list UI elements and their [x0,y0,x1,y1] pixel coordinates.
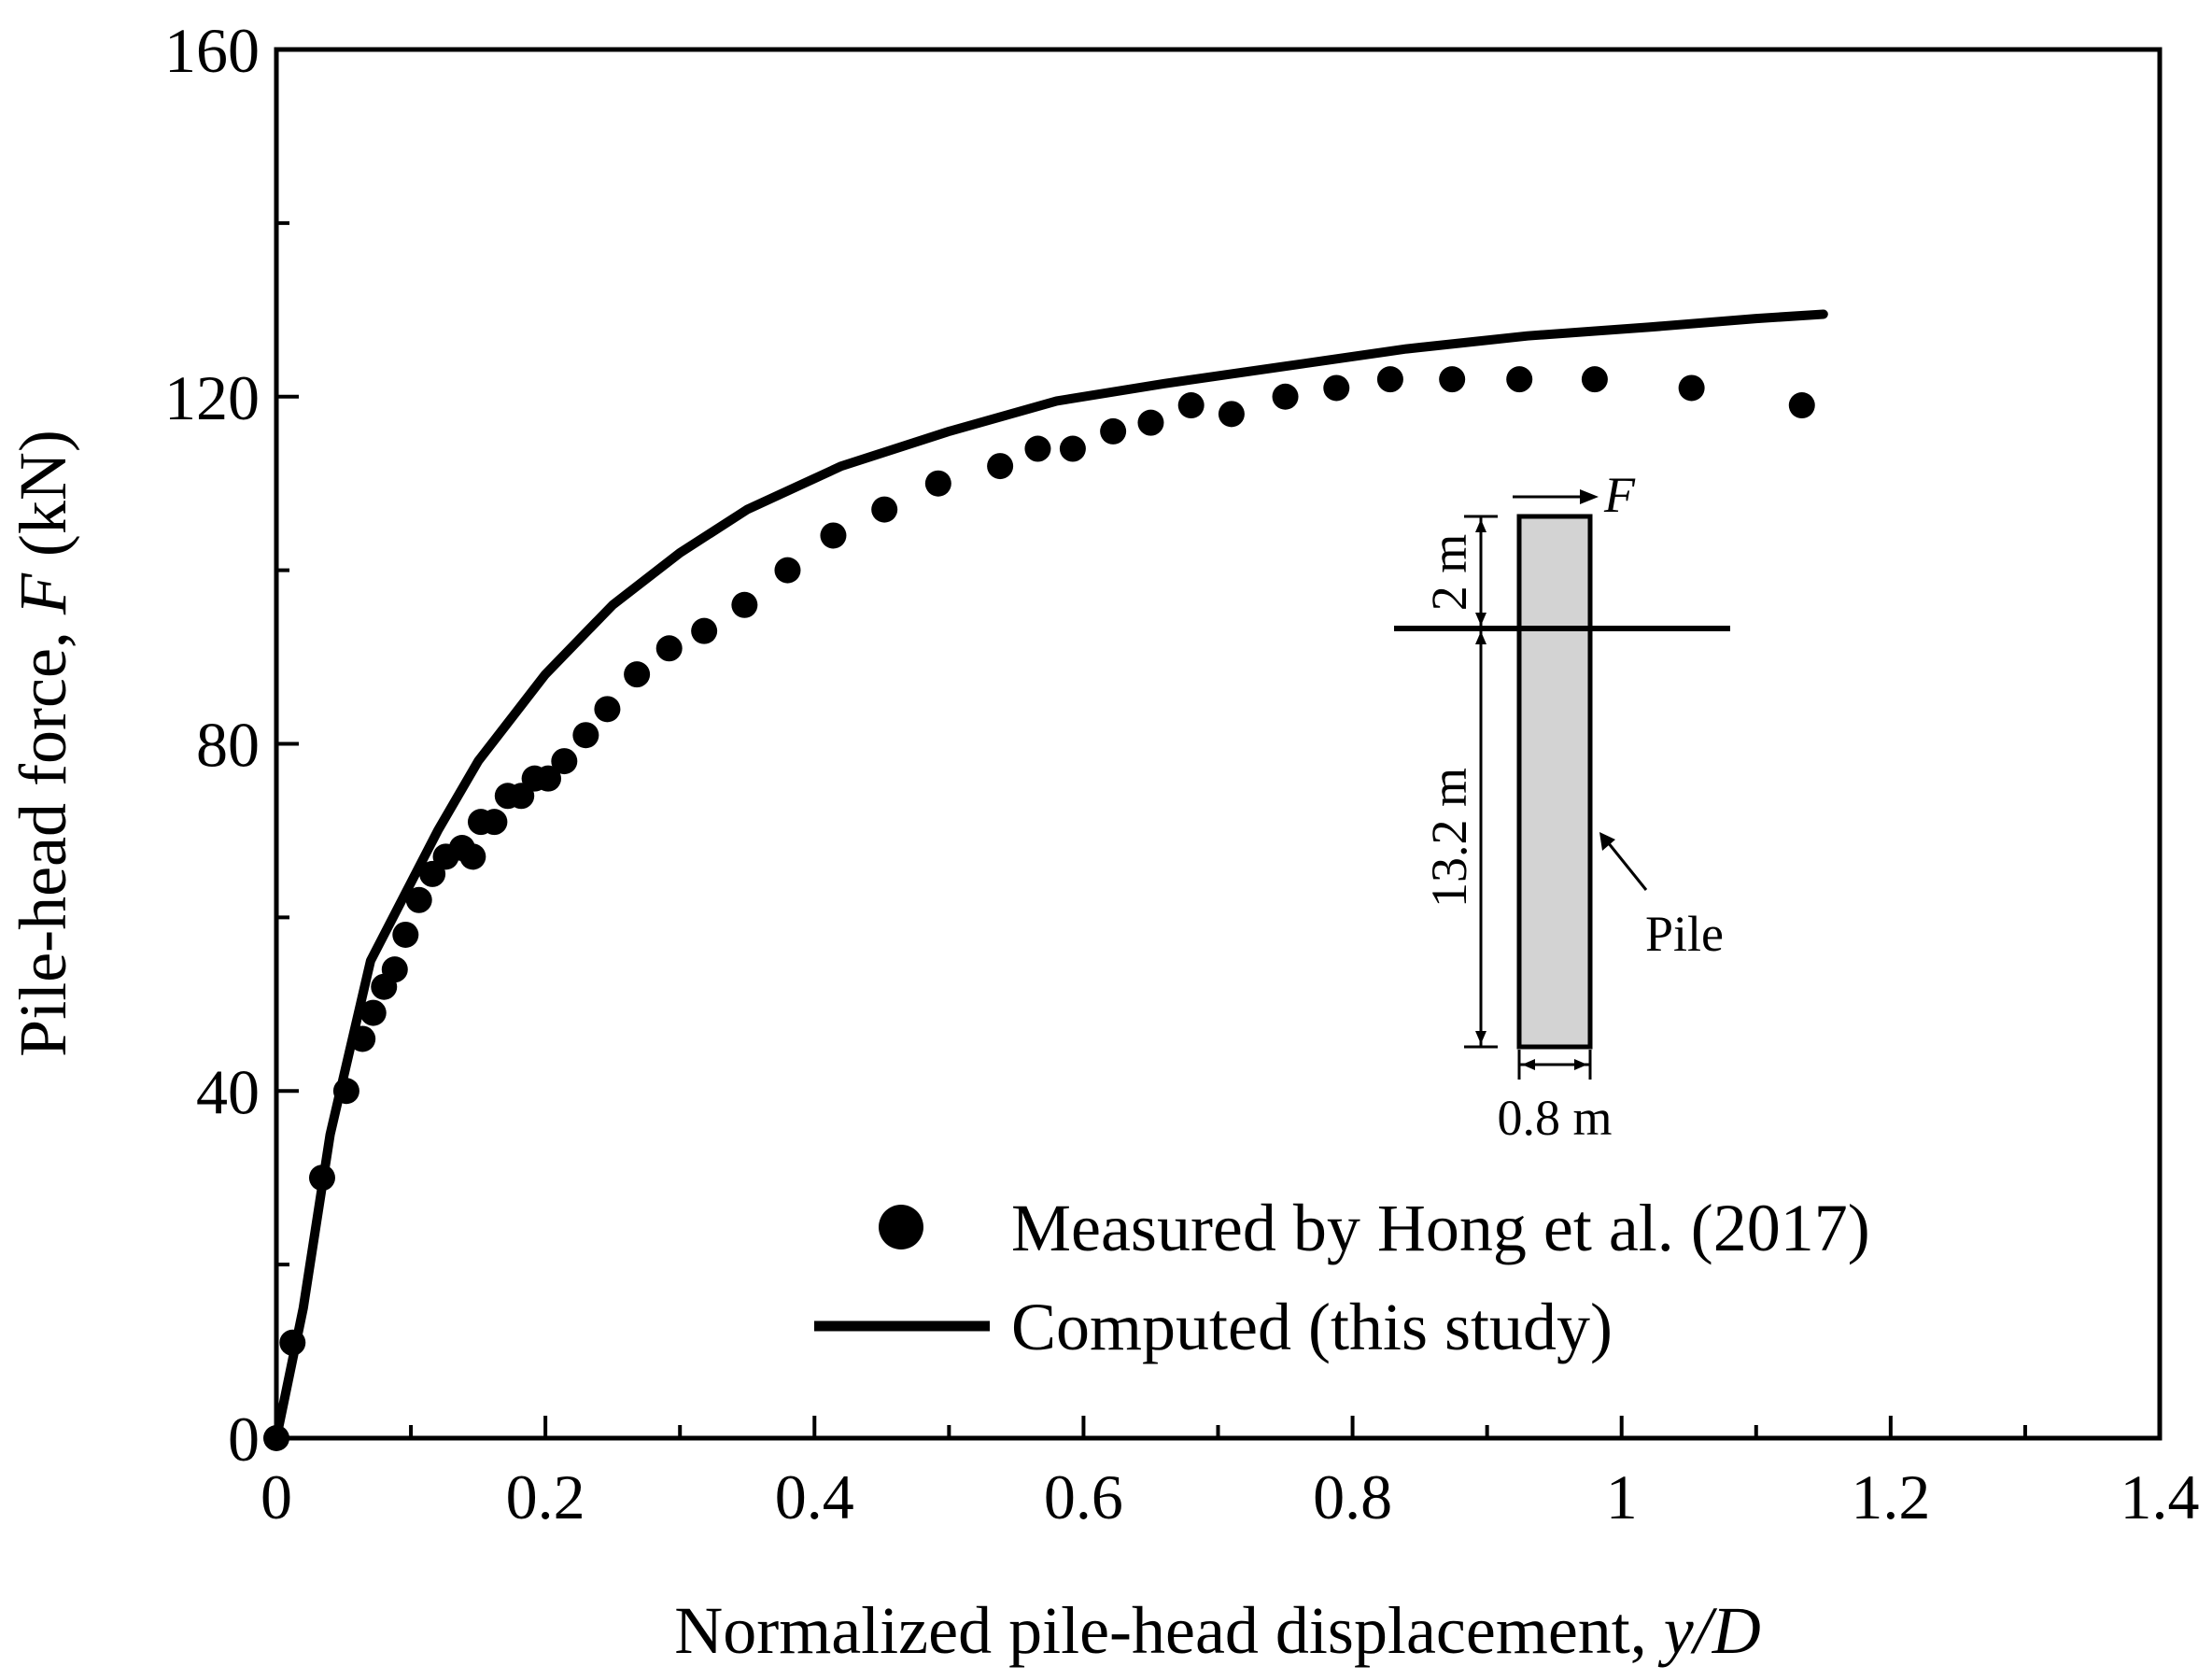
measured-point [481,809,508,836]
measured-point [359,999,387,1026]
x-tick-label: 0.6 [1044,1461,1123,1532]
measured-point [987,453,1014,480]
x-tick-label: 0.4 [775,1461,854,1532]
x-tick-label: 0 [261,1461,292,1532]
measured-point [308,1165,335,1192]
measured-point [1218,401,1245,428]
y-axis-title-italic: F [6,572,80,615]
measured-point [1323,374,1350,402]
y-tick-label: 120 [164,362,260,433]
pile-label: Pile [1645,906,1724,962]
measured-point [1581,366,1608,393]
measured-point [774,557,801,584]
legend: Measured by Hong et al. (2017) Computed … [814,1191,1870,1364]
x-tick-label: 1 [1606,1461,1638,1532]
measured-point [381,956,408,983]
measured-point [551,748,578,775]
measured-point [1788,392,1815,419]
dim-arrow-lower-bottom [1475,1031,1486,1044]
x-axis-title-main: Normalized pile-head displacement, [674,1593,1664,1668]
measured-point [1272,383,1299,410]
x-tick-label: 1.2 [1851,1461,1930,1532]
measured-point [1024,435,1051,462]
measured-point [1678,374,1705,402]
pile-callout-arrowhead [1599,832,1615,851]
y-axis-ticks: 0 40 80 120 160 [164,15,299,1475]
measured-point [624,661,651,688]
force-arrow-head [1580,489,1599,504]
measured-point [535,765,562,792]
measured-point [1137,409,1164,436]
measured-point [871,496,898,523]
measured-point [1376,366,1403,393]
measured-point [1439,366,1466,393]
series-layer [263,309,1828,1451]
measured-point [691,617,718,644]
computed-curve [272,309,1828,1443]
legend-marker-measured [879,1205,923,1249]
y-axis-title-unit: (kN) [6,430,80,573]
dim-arrow-upper-top [1475,519,1486,532]
measured-point [594,696,621,723]
y-tick-label: 40 [196,1056,260,1127]
measured-point [572,722,599,749]
diameter-label: 0.8 m [1497,1090,1612,1146]
measured-point [263,1425,289,1451]
measured-point [1059,435,1086,462]
measured-point [820,522,847,549]
measured-point [731,591,758,618]
above-ground-length-label: 2 m [1421,534,1477,612]
dim-arrow-upper-bottom [1475,613,1486,626]
force-label: F [1603,467,1636,523]
measured-point [459,843,486,870]
dim-arrow-diameter-left [1522,1059,1535,1070]
measured-point [405,886,432,913]
dim-arrow-diameter-right [1574,1059,1587,1070]
y-axis-title-main: Pile-head force, [6,614,80,1057]
legend-label-computed: Computed (this study) [1011,1290,1613,1364]
pile-callout-line [1606,841,1648,891]
x-axis-ticks: 0 0.2 0.4 0.6 0.8 1 1.2 1.4 [261,1416,2200,1532]
measured-point [924,470,951,497]
measured-point [279,1329,306,1356]
x-axis-title: Normalized pile-head displacement, y/D [674,1593,1761,1668]
legend-label-measured: Measured by Hong et al. (2017) [1011,1191,1870,1265]
dim-arrow-lower-top [1475,631,1486,644]
x-tick-label: 0.2 [506,1461,585,1532]
measured-point [1506,366,1533,393]
measured-point [655,635,683,662]
pile-inset-diagram: F 2 m 13.2 m 0.8 m Pile [1394,467,1730,1146]
x-axis-title-italic: y/D [1657,1593,1761,1668]
measured-point [332,1078,359,1105]
measured-point [349,1025,376,1052]
y-axis-title: Pile-head force, F (kN) [6,430,80,1057]
y-tick-label: 160 [164,15,260,86]
measured-point [392,921,419,948]
pile-body [1516,514,1593,1050]
embedded-length-label: 13.2 m [1421,768,1477,908]
measured-point [1177,392,1205,419]
y-tick-label: 0 [228,1404,260,1475]
y-tick-label: 80 [196,710,260,781]
x-tick-label: 0.8 [1313,1461,1392,1532]
x-tick-label: 1.4 [2120,1461,2200,1532]
measured-point [1100,417,1127,445]
